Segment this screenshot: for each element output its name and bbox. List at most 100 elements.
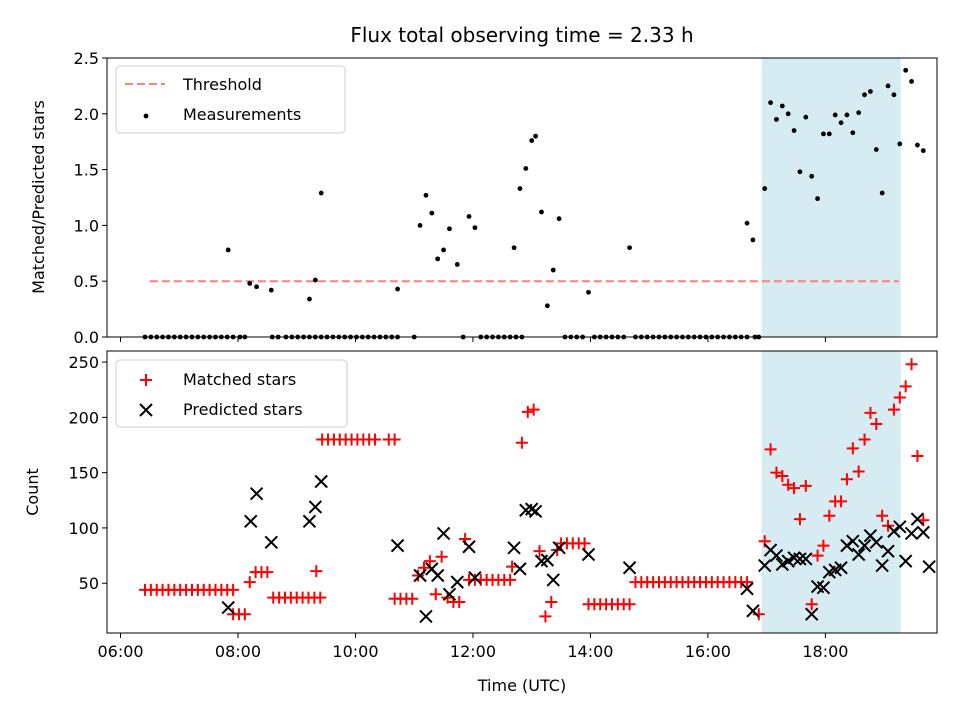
y-tick-label: 1.0 — [74, 216, 99, 235]
measurement-point — [529, 138, 535, 143]
measurement-point — [423, 192, 429, 198]
y-tick-label: 2.0 — [74, 105, 99, 124]
y-tick-label: 100 — [68, 519, 99, 538]
matched-star-point — [852, 465, 865, 478]
measurement-point — [466, 214, 472, 219]
predicted-star-point — [904, 526, 919, 541]
predicted-star-point — [264, 535, 278, 550]
measurement-point — [225, 247, 231, 253]
x-tick-label: 12:00 — [450, 642, 496, 661]
x-tick-label: 08:00 — [215, 642, 261, 661]
measurement-point — [879, 190, 885, 196]
highlight-span — [761, 351, 901, 633]
matched-star-point — [741, 576, 754, 589]
predicted-star-point — [857, 538, 872, 553]
matched-star-point — [835, 495, 848, 508]
x-tick-label: 14:00 — [567, 642, 613, 661]
predicted-star-point — [442, 587, 457, 602]
predicted-star-point — [546, 573, 560, 587]
legend-predicted-swatch — [139, 403, 153, 417]
predicted-star-point — [840, 538, 854, 553]
matched-star-point — [515, 436, 528, 449]
measurement-point — [454, 262, 460, 267]
matched-star-point — [388, 433, 401, 446]
predicted-star-point — [302, 514, 317, 529]
predicted-star-point — [581, 547, 596, 562]
matched-star-point — [876, 509, 889, 522]
matched-star-point — [506, 560, 519, 573]
predicted-stars-points — [221, 474, 936, 624]
measurement-point — [247, 281, 253, 286]
highlight-span — [761, 58, 901, 337]
matched-star-point — [788, 482, 801, 495]
predicted-star-point — [875, 558, 889, 573]
measurement-point — [903, 67, 909, 73]
matched-star-point — [243, 576, 256, 589]
measurement-point — [447, 226, 452, 232]
predicted-star-point — [816, 580, 831, 595]
x-tick-label: 18:00 — [802, 642, 848, 661]
predicted-star-point — [528, 504, 543, 519]
measurement-point — [838, 120, 844, 126]
measurement-point — [762, 186, 768, 191]
predicted-star-point — [462, 540, 476, 554]
matched-star-point — [578, 537, 591, 550]
measurement-point — [517, 186, 523, 191]
matched-star-point — [238, 608, 251, 621]
measurement-point — [915, 142, 920, 148]
measurement-point — [850, 130, 856, 136]
predicted-star-point — [851, 547, 866, 562]
bottom-x-axis: 06:00 08:00 10:00 12:00 14:00 16:00 18:00 — [97, 633, 848, 661]
legend-measurements-swatch — [143, 113, 149, 119]
predicted-star-point — [910, 512, 925, 526]
predicted-star-point — [804, 607, 819, 621]
measurement-point — [821, 131, 826, 137]
measurement-point — [832, 112, 838, 118]
y-tick-label: 0.0 — [74, 328, 99, 347]
measurement-point — [862, 92, 867, 98]
measurement-point — [785, 111, 791, 117]
y-tick-label: 200 — [68, 408, 99, 427]
matched-star-point — [870, 417, 883, 430]
top-y-axis: 0.0 0.5 1.0 1.5 2.0 2.5 — [74, 49, 107, 347]
legend-threshold-label: Threshold — [182, 75, 262, 94]
measurement-point — [920, 148, 926, 154]
measurement-point — [627, 245, 632, 251]
measurement-point — [523, 166, 529, 171]
top-axes-frame — [106, 57, 938, 338]
matched-star-point — [314, 591, 327, 604]
matched-star-point — [521, 405, 534, 418]
matched-star-point — [310, 565, 323, 578]
legend-matched-label: Matched stars — [183, 370, 296, 389]
matched-star-point — [793, 513, 806, 526]
measurement-point — [868, 89, 873, 94]
predicted-star-point — [887, 524, 901, 538]
matched-star-point — [227, 583, 240, 596]
matched-star-point — [893, 391, 906, 404]
matched-star-point — [369, 433, 382, 446]
predicted-star-point — [308, 500, 323, 514]
predicted-star-point — [757, 558, 772, 573]
measurement-point — [318, 190, 324, 196]
top-legend: Threshold Measurements — [115, 65, 346, 134]
y-tick-label: 150 — [68, 464, 99, 483]
measurement-point — [803, 114, 809, 120]
predicted-star-point — [314, 474, 328, 489]
predicted-star-point — [846, 534, 860, 548]
measurement-point — [550, 267, 556, 273]
measurement-point — [815, 196, 820, 202]
predicted-star-point — [436, 526, 451, 541]
measurement-point — [791, 128, 797, 133]
x-tick-label: 16:00 — [685, 642, 731, 661]
measurement-point — [779, 103, 785, 109]
matched-star-point — [539, 610, 552, 623]
measurement-point — [750, 237, 756, 243]
bottom-panel: 50 100 150 200 250 06:00 08:00 10:00 12:00 14:00… — [23, 350, 938, 695]
matched-star-point — [823, 509, 836, 522]
matched-star-point — [799, 479, 812, 492]
measurement-point — [417, 223, 423, 228]
predicted-star-point — [450, 575, 464, 589]
predicted-star-point — [221, 600, 235, 615]
measurement-point — [429, 210, 435, 216]
matched-star-point — [805, 598, 818, 611]
